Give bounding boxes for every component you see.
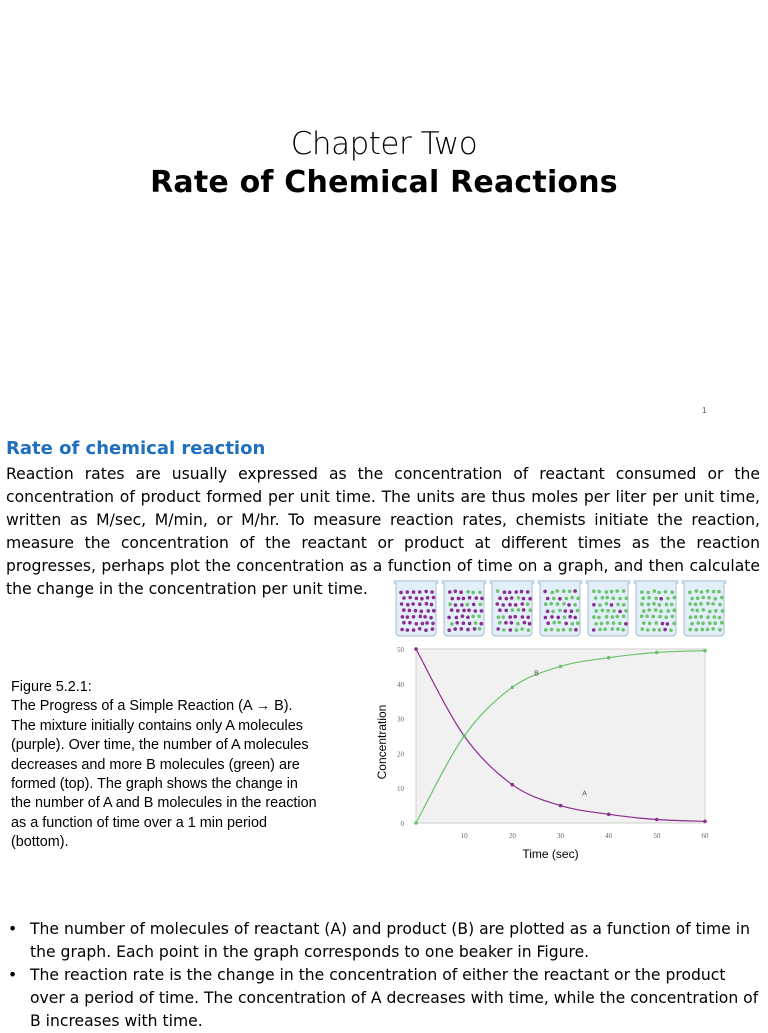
y-tick-label: 20	[397, 750, 405, 758]
data-point-b	[558, 664, 563, 669]
beaker	[489, 580, 535, 637]
bullet-text: The reaction rate is the change in the c…	[30, 966, 759, 1030]
caption-line: (purple). Over time, the number of A mol…	[11, 737, 309, 754]
y-tick-label: 0	[401, 820, 405, 828]
x-tick-label: 30	[557, 832, 565, 840]
data-point-a	[510, 782, 515, 787]
caption-line: the number of A and B molecules in the r…	[11, 795, 317, 812]
chapter-label: Chapter Two	[290, 126, 478, 162]
beaker	[537, 580, 583, 637]
beaker	[441, 580, 487, 637]
data-point-b	[655, 650, 659, 655]
section-heading: Rate of chemical reaction	[6, 438, 266, 459]
x-axis-label: Time (sec)	[522, 847, 578, 861]
plot-area	[415, 648, 706, 824]
slide-title: Chapter Two Rate of Chemical Reactions	[0, 124, 768, 202]
x-tick-label: 20	[509, 832, 517, 840]
caption-line: decreases and more B molecules (green) a…	[11, 756, 300, 773]
bullet-item: • The number of molecules of reactant (A)…	[8, 918, 763, 964]
concentration-chart: 0 10 20 30 40 50 10 20 30 40 50 60 Time (sec) Concent…	[375, 646, 710, 861]
beaker	[585, 580, 631, 637]
caption-line: Figure 5.2.1:	[11, 679, 92, 695]
x-tick-label: 40	[605, 832, 613, 840]
data-point-a	[655, 817, 659, 822]
bullet-list: • The number of molecules of reactant (A)…	[8, 918, 763, 1033]
beaker-illustration	[393, 580, 727, 637]
y-tick-label: 40	[397, 681, 405, 689]
y-tick-label: 50	[397, 646, 405, 654]
data-point-b	[462, 734, 466, 738]
caption-line: (bottom).	[11, 834, 69, 851]
caption-line: The mixture initially contains only A mo…	[11, 717, 303, 734]
bullet-text: The number of molecules of reactant (A) …	[30, 920, 750, 961]
data-point-b	[510, 685, 515, 690]
page-title: Rate of Chemical Reactions	[150, 165, 618, 200]
beaker	[633, 580, 679, 637]
beaker	[393, 580, 439, 637]
data-point-a	[703, 819, 707, 824]
x-tick-label: 10	[461, 832, 469, 840]
data-point-b	[414, 821, 418, 825]
y-tick-label: 10	[397, 785, 405, 793]
data-point-b	[703, 648, 707, 653]
x-tick-label: 50	[653, 832, 661, 840]
y-tick-label: 30	[397, 716, 405, 724]
bullet-item: • The reaction rate is the change in the …	[8, 964, 763, 1033]
data-point-a	[558, 803, 563, 808]
series-label-b: B	[534, 670, 539, 677]
beaker	[681, 580, 727, 637]
caption-line: as a function of time over a 1 min perio…	[11, 814, 267, 831]
data-point-b	[606, 655, 611, 660]
bullet-dot-icon: •	[8, 920, 18, 938]
caption-line: The Progress of a Simple Reaction (A → B…	[11, 698, 293, 715]
intro-paragraph: Reaction rates are usually expressed as …	[6, 465, 760, 598]
data-point-a	[606, 812, 611, 817]
data-point-a	[414, 647, 418, 651]
y-axis-label: Concentration	[375, 705, 389, 780]
series-label-a: A	[582, 791, 587, 798]
figure-caption: Figure 5.2.1: The Progress of a Simple Re…	[11, 678, 359, 853]
x-tick-label: 60	[702, 832, 710, 840]
page-number: 1	[702, 406, 707, 415]
caption-line: formed (top). The graph shows the change…	[11, 776, 298, 793]
bullet-dot-icon: •	[8, 966, 18, 984]
